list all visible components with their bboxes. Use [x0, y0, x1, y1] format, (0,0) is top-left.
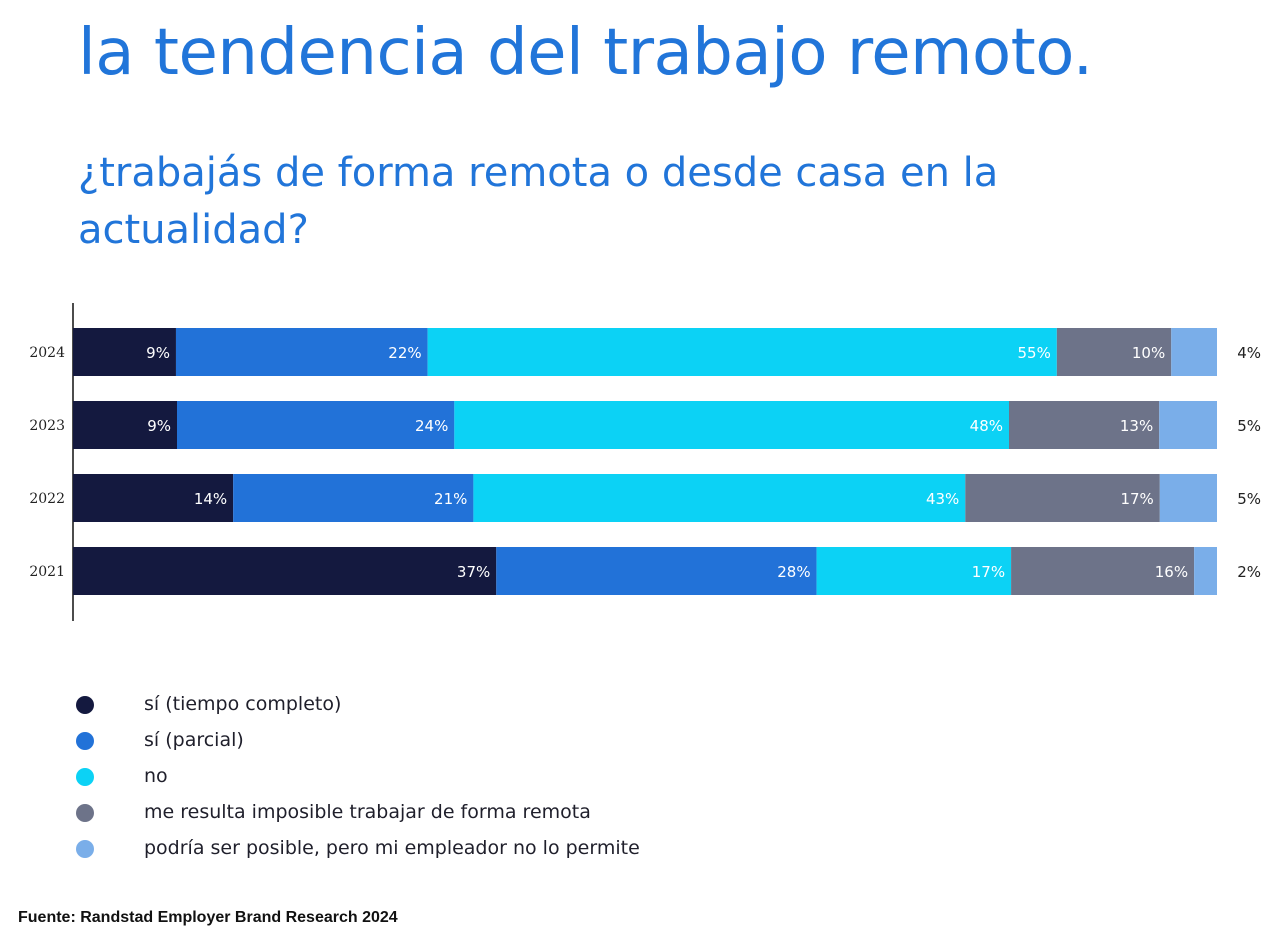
bar-segment [73, 474, 234, 522]
data-label: 22% [388, 344, 421, 362]
legend-swatch [76, 840, 94, 858]
bar-segment [454, 401, 1009, 449]
bar-segment [1009, 401, 1160, 449]
data-label: 14% [194, 490, 227, 508]
bar-segment [175, 328, 428, 376]
chart-title: la tendencia del trabajo remoto. [78, 16, 1093, 90]
bar-segment [73, 547, 497, 595]
data-label: 55% [1017, 344, 1050, 362]
data-label: 43% [926, 490, 959, 508]
data-label: 5% [1237, 417, 1261, 435]
bar-segment [1159, 474, 1217, 522]
stacked-bar-chart: 2024 9% 22% 55% 10% 4% 2023 9% 24% 48% 13% 5% 2022 14… [29, 303, 1261, 621]
bar-segment [233, 474, 474, 522]
legend-label: no [144, 765, 168, 787]
data-label: 24% [415, 417, 448, 435]
bar-segment [496, 547, 817, 595]
data-label: 9% [147, 417, 171, 435]
bar-segment [1159, 401, 1217, 449]
bar-segment [73, 328, 176, 376]
legend-label: sí (tiempo completo) [144, 693, 342, 715]
chart-subtitle: ¿trabajás de forma remota o desde casa e… [78, 150, 999, 253]
data-label: 10% [1132, 344, 1165, 362]
data-label: 5% [1237, 490, 1261, 508]
data-label: 17% [972, 563, 1005, 581]
legend-swatch [76, 768, 94, 786]
legend-swatch [76, 696, 94, 714]
data-label: 9% [146, 344, 170, 362]
category-label: 2023 [29, 418, 65, 434]
bar-segment [473, 474, 966, 522]
data-label: 48% [970, 417, 1003, 435]
bar-segment [1056, 328, 1172, 376]
legend-label: me resulta imposible trabajar de forma r… [144, 801, 591, 823]
data-label: 13% [1120, 417, 1153, 435]
legend-swatch [76, 732, 94, 750]
bar-segment [965, 474, 1160, 522]
data-label: 21% [434, 490, 467, 508]
bar-segment [427, 328, 1057, 376]
data-label: 4% [1237, 344, 1261, 362]
legend-swatch [76, 804, 94, 822]
bar-segment [1194, 547, 1217, 595]
data-label: 28% [777, 563, 810, 581]
data-label: 16% [1155, 563, 1188, 581]
category-label: 2021 [29, 564, 65, 580]
bar-segment [1171, 328, 1217, 376]
category-label: 2022 [29, 491, 65, 507]
bar-segment [816, 547, 1012, 595]
legend-label: sí (parcial) [144, 729, 244, 751]
data-label: 2% [1237, 563, 1261, 581]
data-label: 17% [1120, 490, 1153, 508]
category-label: 2024 [29, 345, 65, 361]
data-label: 37% [457, 563, 490, 581]
bar-segment [73, 401, 177, 449]
bar-segment [1011, 547, 1195, 595]
bar-segment [177, 401, 455, 449]
legend-label: podría ser posible, pero mi empleador no… [144, 837, 640, 859]
source-note: Fuente: Randstad Employer Brand Research… [18, 909, 398, 926]
